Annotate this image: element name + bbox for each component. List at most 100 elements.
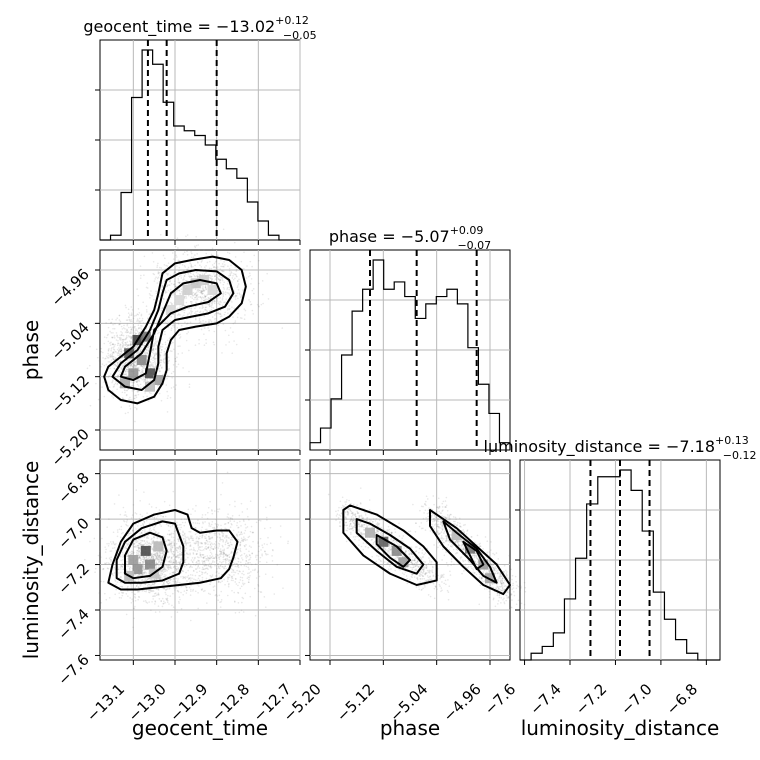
scatter-geocent-luminosity-sample-1-551 [213,546,216,548]
scatter-geocent-phase-sample-1-918 [198,338,200,341]
scatter-geocent-luminosity-sample-0-1126 [150,554,153,556]
scatter-geocent-phase-sample-0-1101 [156,332,159,335]
scatter-geocent-luminosity-sample-1-581 [208,522,210,524]
scatter-geocent-luminosity-sample-0-1072 [135,546,137,548]
scatter-geocent-phase-sample-0-1098 [142,385,145,388]
scatter-geocent-phase-sample-1-710 [178,269,180,272]
scatter-geocent-luminosity-sample-1-834 [199,554,202,557]
scatter-geocent-phase-sample-0-105 [130,342,132,344]
scatter-geocent-phase-sample-1-3 [211,301,214,304]
scatter-geocent-luminosity-sample-1-744 [216,595,219,597]
scatter-geocent-luminosity-sample-1-126 [208,562,211,565]
scatter-geocent-phase-sample-1-803 [203,333,205,335]
scatter-geocent-phase-sample-1-958 [222,295,225,298]
scatter-geocent-luminosity-sample-0-1436 [139,562,142,564]
scatter-geocent-luminosity-sample-1-646 [188,581,191,583]
scatter-geocent-luminosity-sample-1-554 [176,554,179,556]
scatter-geocent-phase-sample-1-214 [234,273,236,276]
scatter-geocent-phase-sample-0-607 [139,383,142,386]
scatter-geocent-luminosity-sample-1-145 [243,536,245,538]
scatter-geocent-phase-sample-0-756 [130,385,132,388]
scatter-geocent-phase-sample-1-135 [190,251,192,253]
scatter-geocent-phase-sample-0-1089 [149,377,151,380]
scatter-geocent-luminosity-sample-0-1444 [138,542,140,545]
scatter-geocent-phase-sample-1-423 [234,256,237,258]
scatter-geocent-phase-sample-1-718 [208,310,211,312]
scatter-geocent-phase-sample-0-136 [107,357,110,359]
scatter-geocent-luminosity-sample-1-391 [264,606,267,608]
scatter-geocent-phase-sample-0-728 [145,328,148,330]
scatter-geocent-phase-sample-1-109 [201,273,204,276]
scatter-geocent-phase-sample-0-1063 [172,364,175,366]
scatter-geocent-luminosity-sample-0-1365 [180,576,182,578]
scatter-geocent-phase-sample-0-1087 [131,390,134,392]
scatter-geocent-luminosity-sample-1-752 [243,582,246,585]
scatter-geocent-luminosity-sample-1-162 [210,553,213,555]
scatter-geocent-phase-sample-0-1264 [126,329,129,332]
scatter-geocent-phase-sample-1-562 [199,320,202,323]
scatter-geocent-phase-sample-0-597 [126,323,129,326]
scatter-geocent-luminosity-sample-0-1205 [104,546,106,548]
scatter-geocent-phase-sample-0-721 [129,320,132,323]
scatter-geocent-phase-sample-1-732 [157,272,160,274]
scatter-geocent-phase-sample-1-742 [195,296,198,298]
scatter-geocent-phase-sample-1-881 [216,266,219,268]
scatter-geocent-luminosity-sample-1-747 [229,574,231,577]
scatter-geocent-luminosity-sample-1-530 [223,537,226,539]
scatter-geocent-luminosity-sample-0-1363 [133,593,136,595]
scatter-geocent-phase-sample-0-20 [164,341,167,344]
scatter-geocent-luminosity-sample-0-809 [127,534,129,537]
scatter-geocent-luminosity-sample-0-59 [180,523,182,526]
scatter-geocent-luminosity-sample-1-86 [221,482,224,484]
scatter-geocent-luminosity-sample-0-107 [112,531,115,534]
scatter-geocent-luminosity-sample-0-559 [125,521,128,523]
scatter-geocent-phase-sample-0-861 [113,345,116,347]
scatter-geocent-phase-sample-1-706 [230,292,233,295]
scatter-geocent-luminosity-sample-1-711 [229,520,232,522]
scatter-geocent-phase-sample-0-266 [127,308,130,311]
scatter-geocent-luminosity-sample-0-1275 [113,566,116,569]
scatter-geocent-luminosity-sample-0-836 [170,561,172,564]
scatter-geocent-phase-sample-1-771 [174,245,177,248]
scatter-geocent-phase-sample-0-458 [129,344,131,347]
scatter-geocent-luminosity-sample-1-754 [242,582,244,585]
scatter-geocent-phase-sample-0-766 [117,374,119,377]
scatter-geocent-phase-sample-1-20 [222,283,225,286]
scatter-geocent-phase-sample-0-1251 [111,381,113,384]
scatter-geocent-phase-sample-1-278 [224,264,226,266]
scatter-geocent-luminosity-sample-1-850 [172,562,175,564]
scatter-geocent-phase-sample-1-426 [178,289,181,292]
scatter-geocent-luminosity-sample-0-1447 [184,576,187,578]
scatter-geocent-luminosity-sample-0-1161 [190,590,192,592]
scatter-geocent-luminosity-sample-0-1195 [153,520,156,522]
scatter-geocent-luminosity-sample-1-639 [197,562,199,565]
scatter-geocent-luminosity-sample-1-485 [190,584,192,587]
scatter-geocent-phase-sample-1-374 [186,322,188,325]
scatter-geocent-phase-sample-1-982 [152,298,155,301]
scatter-geocent-luminosity-sample-0-343 [130,583,133,586]
scatter-geocent-phase-sample-0-97 [131,320,133,323]
scatter-geocent-phase-sample-0-440 [120,348,122,351]
scatter-geocent-luminosity-sample-0-1355 [133,617,135,620]
scatter-geocent-phase-sample-1-243 [194,307,196,310]
scatter-geocent-phase-sample-1-845 [174,285,177,287]
scatter-geocent-phase-sample-1-886 [208,329,210,332]
scatter-geocent-luminosity-sample-1-553 [227,513,229,515]
scatter-geocent-phase-sample-1-150 [211,278,213,281]
scatter-geocent-luminosity-sample-1-796 [196,571,198,574]
scatter-geocent-phase-sample-1-326 [196,298,199,301]
scatter-geocent-phase-sample-0-1138 [155,341,158,344]
scatter-geocent-phase-sample-1-450 [190,314,192,316]
scatter-geocent-luminosity-sample-0-200 [114,593,116,596]
scatter-geocent-phase-sample-0-922 [149,360,152,363]
scatter-geocent-phase-sample-0-1224 [141,378,143,381]
scatter-geocent-phase-sample-0-141 [154,362,157,364]
scatter-geocent-luminosity-sample-0-793 [177,567,180,569]
scatter-geocent-phase-sample-1-765 [220,276,222,279]
scatter-geocent-phase-sample-0-683 [144,379,147,381]
scatter-geocent-luminosity-sample-0-923 [149,585,152,588]
scatter-geocent-luminosity-sample-1-592 [220,539,222,541]
scatter-geocent-phase-sample-0-89 [126,331,128,334]
scatter-geocent-phase-sample-0-1090 [126,324,129,327]
